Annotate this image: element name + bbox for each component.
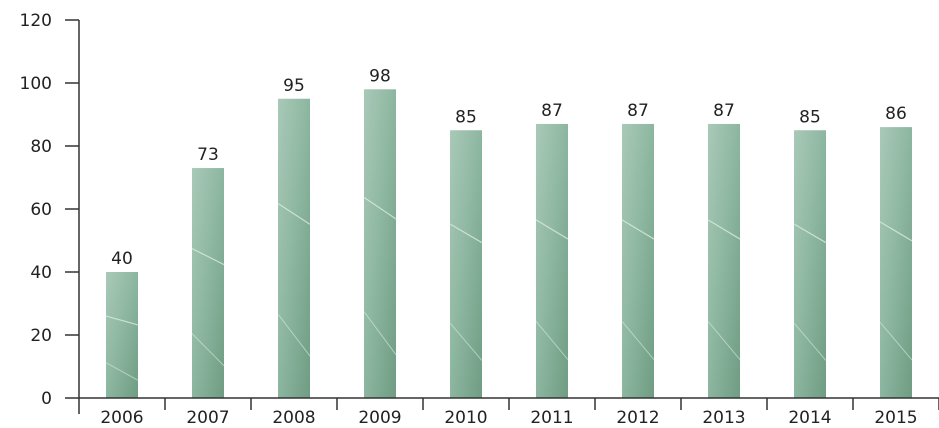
bar-2010 (449, 130, 483, 398)
data-label-2008: 95 (283, 76, 305, 96)
bar-vein (105, 362, 139, 381)
data-label-2007: 73 (197, 145, 219, 165)
bar-vein (105, 315, 139, 326)
x-tick-label: 2015 (874, 408, 917, 428)
data-label-2012: 87 (627, 101, 649, 121)
x-tick-label: 2012 (616, 408, 659, 428)
data-label-2013: 87 (713, 101, 735, 121)
x-tick-label: 2009 (358, 408, 401, 428)
bar-vein (363, 196, 397, 220)
y-tick-label: 0 (41, 389, 52, 409)
y-tick-label: 80 (30, 137, 52, 157)
x-tick-label: 2008 (272, 408, 315, 428)
y-tick-label: 40 (30, 263, 52, 283)
x-tick-label: 2010 (444, 408, 487, 428)
data-label-2009: 98 (369, 66, 391, 86)
data-label-2010: 85 (455, 107, 477, 127)
bar-vein (277, 202, 311, 225)
bar-vein (793, 223, 827, 244)
data-label-2015: 86 (885, 104, 907, 124)
y-tick-label: 60 (30, 200, 52, 220)
bar-vein (449, 223, 483, 244)
y-tick-label: 20 (30, 326, 52, 346)
x-tick-label: 2011 (530, 408, 573, 428)
bar (192, 168, 224, 398)
bar (708, 123, 740, 398)
bar-vein (621, 219, 655, 240)
bar-vein (621, 320, 655, 360)
bar-vein (879, 321, 913, 361)
bar-vein (535, 320, 569, 360)
bar-2013 (707, 123, 741, 398)
bar-vein (793, 322, 827, 361)
bar-2006 (105, 272, 139, 398)
bar (622, 123, 654, 398)
bar-vein (707, 320, 741, 360)
x-tick-label: 2006 (100, 408, 143, 428)
bars (105, 89, 913, 399)
bar (364, 89, 396, 399)
bar-vein (707, 219, 741, 240)
bar-2015 (879, 127, 913, 398)
bar-2011 (535, 123, 569, 398)
data-labels: 40 73 95 98 85 87 87 87 85 86 (111, 66, 907, 269)
data-label-2006: 40 (111, 249, 133, 269)
bar (536, 123, 568, 398)
bar-vein (535, 219, 569, 240)
x-axis: 2006 2007 2008 2009 2010 2011 2012 2013 2014 2015 (100, 398, 939, 428)
bar-vein (277, 313, 311, 357)
bar-2014 (793, 130, 827, 398)
bar-vein (449, 322, 483, 361)
bar (880, 127, 912, 398)
y-axis-ticks: 0 20 40 60 80 100 120 (20, 11, 79, 409)
bar-2012 (621, 123, 655, 398)
data-label-2011: 87 (541, 101, 563, 121)
bar-vein (879, 221, 913, 242)
x-tick-label: 2007 (186, 408, 229, 428)
bar-2007 (191, 168, 225, 398)
data-label-2014: 85 (799, 107, 821, 127)
y-tick-label: 100 (20, 74, 52, 94)
bar (794, 130, 826, 398)
bar-vein (191, 247, 225, 266)
bar (278, 98, 310, 398)
bar-2009 (363, 89, 397, 399)
y-tick-label: 120 (20, 11, 52, 31)
bar-2008 (277, 98, 311, 398)
bar-vein (363, 311, 397, 356)
bar-vein (191, 333, 225, 367)
bar (450, 130, 482, 398)
bar (106, 272, 138, 398)
x-tick-label: 2013 (702, 408, 745, 428)
x-tick-label: 2014 (788, 408, 831, 428)
